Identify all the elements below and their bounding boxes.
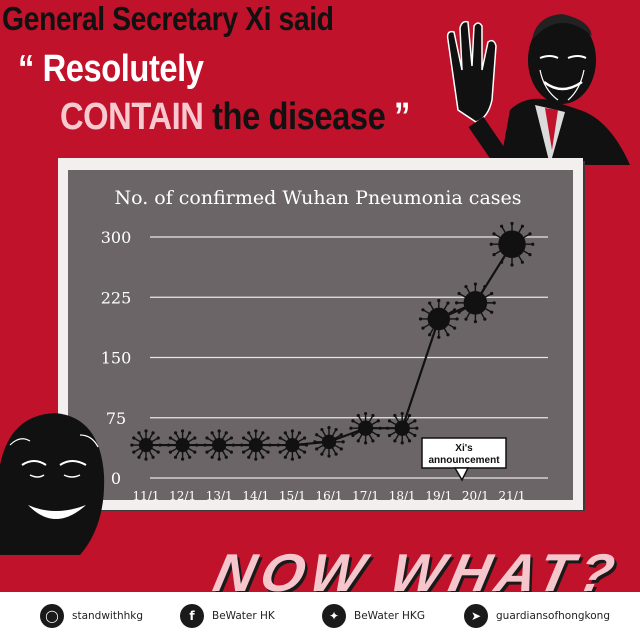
x-tick-label: 13/1 [206, 489, 233, 503]
x-tick-label: 21/1 [499, 489, 526, 503]
y-tick-label: 0 [111, 469, 121, 488]
headline-line-2: “ Resolutely [18, 48, 204, 91]
footer-telegram-label: guardiansofhongkong [496, 610, 610, 622]
footer-twitter[interactable]: ✦ BeWater HKG [322, 603, 425, 629]
data-point [276, 429, 309, 461]
x-tick-label: 11/1 [133, 489, 160, 503]
footer-bar [0, 592, 640, 640]
x-tick-label: 15/1 [279, 489, 306, 503]
footer-facebook-label: BeWater HK [212, 610, 275, 622]
data-point [203, 429, 235, 461]
data-point [385, 411, 419, 445]
x-tick-label: 20/1 [462, 489, 489, 503]
headline-the-disease: the disease [212, 96, 386, 138]
x-tick-label: 16/1 [316, 489, 343, 503]
chart-title: No. of confirmed Wuhan Pneumonia cases [114, 187, 521, 209]
headline-contain: CONTAIN [60, 96, 204, 138]
y-tick-label: 75 [106, 409, 126, 428]
x-tick-label: 18/1 [389, 489, 416, 503]
footer-instagram[interactable]: ◯ standwithhkg [40, 603, 143, 629]
tick-layer: 0 75 150 225 300 11/1 12/1 13/1 14/1 15/1 16/1 17/1… [101, 228, 526, 503]
board-frame-top [58, 158, 583, 170]
annotation-tail [453, 467, 470, 482]
headline-line-1: General Secretary Xi said [2, 0, 334, 37]
series-line [146, 243, 513, 447]
annotation-text-line-1: Xi's [455, 443, 473, 454]
x-tick-label: 14/1 [242, 489, 269, 503]
board-frame-right [573, 158, 583, 508]
headline-line-3: CONTAIN the disease ” [60, 96, 410, 139]
data-point [489, 221, 535, 267]
left-figure-illustration [0, 413, 105, 555]
data-point [240, 429, 272, 461]
annotation-layer: Xi's announcement [421, 437, 507, 482]
data-point [130, 429, 162, 461]
annotation-text-line-2: announcement [428, 455, 500, 466]
y-tick-label: 150 [101, 349, 132, 368]
annotation-bubble [421, 437, 507, 469]
board-frame-left [58, 158, 68, 508]
footer-instagram-label: standwithhkg [72, 610, 144, 622]
headline-resolutely: Resolutely [42, 48, 204, 90]
x-tick-label: 19/1 [425, 489, 452, 503]
point-layer [130, 221, 535, 461]
footer-facebook[interactable]: f BeWater HK [180, 603, 275, 629]
footer-twitter-label: BeWater HKG [354, 610, 425, 622]
data-point [313, 426, 345, 458]
line-layer [146, 243, 513, 447]
data-point [454, 282, 496, 324]
data-point [418, 299, 459, 339]
board-frame-bottom [58, 500, 583, 510]
open-quote: “ [18, 48, 34, 90]
data-point [349, 411, 382, 445]
y-tick-label: 300 [101, 228, 132, 247]
y-tick-label: 225 [101, 288, 132, 307]
footer-telegram[interactable]: ➤ guardiansofhongkong [464, 603, 610, 629]
close-quote: ” [394, 96, 410, 138]
x-tick-label: 17/1 [352, 489, 379, 503]
telegram-icon: ➤ [464, 604, 488, 628]
data-point [166, 429, 199, 461]
xi-figure-illustration [446, 14, 630, 165]
instagram-icon: ◯ [40, 604, 64, 628]
twitter-icon: ✦ [322, 604, 346, 628]
x-tick-label: 12/1 [169, 489, 196, 503]
facebook-icon: f [180, 604, 204, 628]
